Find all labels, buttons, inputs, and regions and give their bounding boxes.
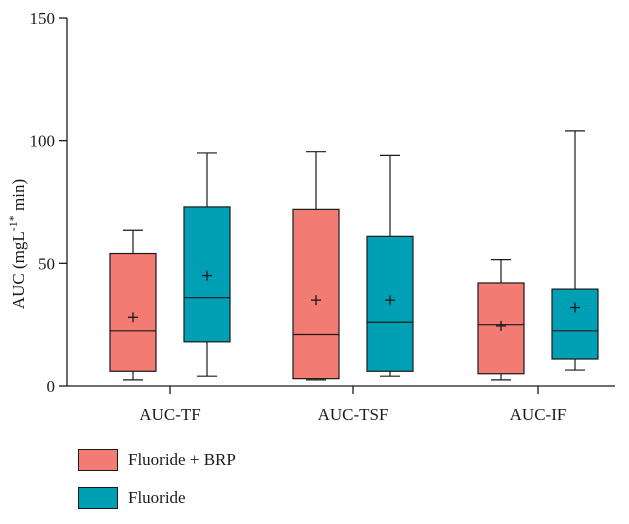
legend-item-fluoride: Fluoride xyxy=(78,486,236,510)
box xyxy=(292,208,340,380)
y-axis: 0 50 100 150 xyxy=(30,9,68,396)
y-tick-label: 50 xyxy=(38,254,55,273)
box-group xyxy=(551,130,599,371)
box xyxy=(183,206,231,343)
legend-item-fluoride-brp: Fluoride + BRP xyxy=(78,448,236,472)
legend-swatch-fluoride-brp xyxy=(78,449,118,471)
box-group xyxy=(109,229,157,381)
legend-label: Fluoride xyxy=(128,488,186,507)
x-axis: AUC-TF AUC-TSF AUC-IF xyxy=(67,385,615,424)
box-group xyxy=(183,152,231,377)
legend-label: Fluoride + BRP xyxy=(128,450,236,469)
box xyxy=(551,288,599,360)
legend: Fluoride + BRP Fluoride xyxy=(78,448,236,524)
y-axis-label: AUC (mgL-1* min) xyxy=(6,179,28,309)
box-group xyxy=(292,151,340,381)
y-tick-label: 0 xyxy=(47,377,56,396)
x-tick-label: AUC-TF xyxy=(139,405,200,424)
box-plot-marks xyxy=(109,130,599,381)
box-group xyxy=(366,154,414,377)
box-plot-chart: 0 50 100 150 AUC-TF AUC-TSF AUC-IF AUC (mgL-1… xyxy=(6,9,615,424)
box-group xyxy=(477,259,525,381)
x-tick-label: AUC-IF xyxy=(510,405,567,424)
x-tick-label: AUC-TSF xyxy=(318,405,389,424)
y-tick-label: 150 xyxy=(30,9,56,28)
y-tick-label: 100 xyxy=(30,132,56,151)
